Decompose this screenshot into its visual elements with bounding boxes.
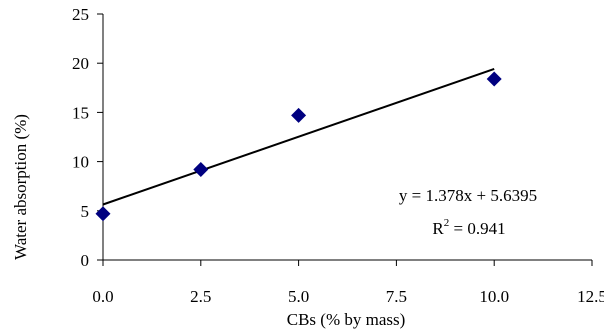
y-tick-label: 20 xyxy=(72,54,89,73)
x-tick-label: 5.0 xyxy=(288,287,309,306)
tick-marks: 0 5 10 15 20 25 0.0 2.5 5.0 7.5 10.0 12.5 xyxy=(72,5,604,306)
axes xyxy=(103,14,592,260)
y-tick-label: 10 xyxy=(72,153,89,172)
data-point-marker xyxy=(291,108,306,123)
data-point-marker xyxy=(96,206,111,221)
r-squared-label: R2 = 0.941 xyxy=(432,217,505,238)
trendline xyxy=(103,69,494,205)
y-axis-label: Water absorption (%) xyxy=(11,114,30,260)
x-tick-label: 10.0 xyxy=(479,287,509,306)
trendline-equation: y = 1.378x + 5.6395 xyxy=(399,186,537,205)
y-tick-label: 15 xyxy=(72,103,89,122)
x-tick-label: 0.0 xyxy=(92,287,113,306)
r-squared-value: = 0.941 xyxy=(449,219,505,238)
y-tick-label: 25 xyxy=(72,5,89,24)
y-tick-label: 0 xyxy=(81,251,90,270)
trendline-group xyxy=(103,69,494,205)
x-axis-label: CBs (% by mass) xyxy=(287,310,406,329)
data-point-marker xyxy=(193,162,208,177)
x-tick-label: 12.5 xyxy=(577,287,604,306)
x-tick-label: 2.5 xyxy=(190,287,211,306)
y-tick-label: 5 xyxy=(81,202,90,221)
r-squared-prefix: R xyxy=(432,219,444,238)
x-tick-label: 7.5 xyxy=(386,287,407,306)
data-point-marker xyxy=(487,71,502,86)
